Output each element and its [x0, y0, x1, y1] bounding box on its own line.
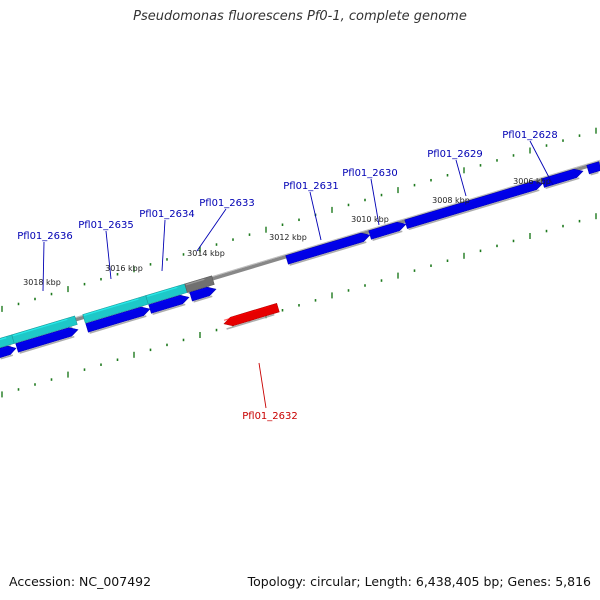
gene-label-leader — [42, 241, 45, 292]
gene-label[interactable]: Pfl01_2633 — [199, 198, 255, 209]
gene-features — [0, 161, 600, 360]
scale-ticks — [1, 127, 597, 398]
gene-label-leader — [455, 159, 467, 197]
gene-label[interactable]: Pfl01_2634 — [139, 209, 195, 220]
genome-title: Pseudomonas fluorescens Pf0-1, complete … — [133, 9, 467, 24]
scale-label: 3014 kbp — [187, 249, 225, 258]
gene-forward[interactable] — [189, 285, 218, 303]
gene-label-leaders — [42, 140, 554, 409]
gene-label[interactable]: Pfl01_2632 — [242, 411, 298, 422]
gene-label-leader — [529, 140, 554, 186]
scale-label: 3010 kbp — [351, 215, 389, 224]
gene-Pfl01_2630[interactable] — [368, 220, 408, 241]
gene-label[interactable]: Pfl01_2630 — [342, 168, 398, 179]
gene-label[interactable]: Pfl01_2628 — [502, 130, 558, 141]
gene-Pfl01_2631[interactable] — [285, 231, 372, 266]
gene-labels: Pfl01_2636 Pfl01_2635 Pfl01_2634 Pfl01_2633… — [17, 130, 558, 422]
gene-label[interactable]: Pfl01_2629 — [427, 149, 483, 160]
scale-label: 3018 kbp — [23, 278, 61, 287]
gene-Pfl01_2629[interactable] — [404, 179, 545, 231]
scale-label: 3012 kbp — [269, 233, 307, 242]
gene-forward[interactable] — [148, 293, 191, 315]
gene-label-leader — [161, 219, 166, 272]
gene-label-leader — [196, 208, 227, 252]
accession-label: Accession: NC_007492 — [9, 574, 152, 589]
scale-label: 3016 kbp — [105, 264, 143, 273]
gene-forward[interactable] — [85, 305, 152, 334]
gene-label-leader — [258, 362, 267, 409]
gene-label[interactable]: Pfl01_2635 — [78, 220, 134, 231]
gene-forward-edge[interactable] — [586, 161, 600, 176]
gene-label-leader — [370, 178, 380, 226]
scale-label: 3006 kbp — [513, 177, 551, 186]
gene-forward[interactable] — [15, 325, 80, 354]
gene-label-leader — [105, 230, 112, 280]
gene-label[interactable]: Pfl01_2631 — [283, 181, 339, 192]
genome-stats-label: Topology: circular; Length: 6,438,405 bp… — [247, 574, 591, 589]
gene-forward-edge[interactable] — [0, 344, 18, 360]
scale-label: 3008 kbp — [432, 196, 470, 205]
gene-label-leader — [309, 191, 322, 241]
gene-Pfl01_2632[interactable] — [223, 302, 280, 330]
gene-label[interactable]: Pfl01_2636 — [17, 231, 73, 242]
scale-labels: 3018 kbp 3016 kbp 3014 kbp 3012 kbp 3010 kbp… — [23, 177, 551, 287]
